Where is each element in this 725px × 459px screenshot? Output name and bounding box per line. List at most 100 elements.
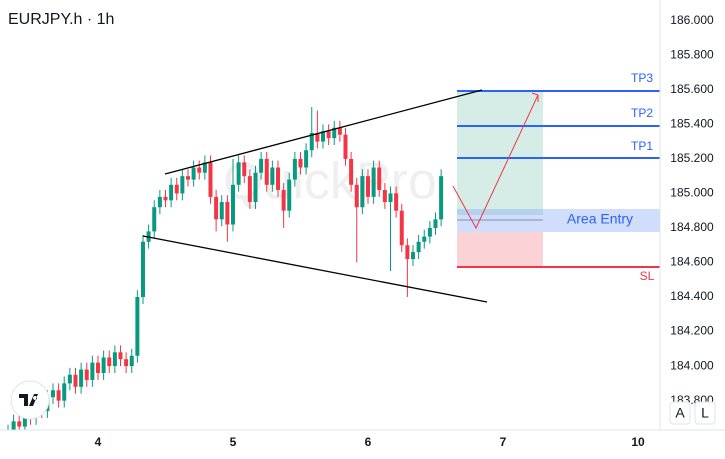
candle-body — [343, 134, 348, 159]
candle-body — [185, 176, 190, 180]
candle-body — [320, 131, 325, 142]
candle-body — [84, 369, 89, 380]
candle-body — [230, 184, 235, 225]
y-tick-label: 184.400 — [670, 289, 714, 303]
candle-body — [377, 167, 382, 190]
candle-body — [388, 193, 393, 203]
candle-body — [298, 158, 303, 168]
candle-body — [416, 241, 421, 253]
candle-body — [101, 357, 106, 374]
candle-body — [287, 179, 292, 211]
candle-body — [410, 252, 415, 260]
candle-body — [427, 227, 432, 237]
x-tick-label: 7 — [500, 435, 507, 449]
arrow-head — [531, 92, 539, 102]
candle-body — [326, 131, 331, 139]
candle-body — [180, 176, 185, 194]
candle-body — [174, 184, 179, 194]
auto-button[interactable] — [669, 401, 691, 425]
logo-mark — [19, 394, 38, 406]
y-tick-label: 185.400 — [670, 117, 714, 131]
y-tick-label: 184.000 — [670, 358, 714, 372]
area-entry-label: Area Entry — [567, 211, 633, 227]
candle-body — [360, 176, 365, 208]
candle-body — [332, 127, 337, 139]
trend-line-upper — [164, 89, 483, 175]
candle-body — [315, 132, 320, 142]
candle-body — [422, 236, 427, 242]
candle-body — [157, 196, 162, 208]
candle-body — [191, 167, 196, 180]
candle-body — [118, 352, 123, 360]
candle-body — [214, 196, 219, 220]
x-tick-label: 6 — [365, 435, 372, 449]
candle-body — [365, 176, 370, 197]
tp2-label: TP2 — [631, 106, 653, 120]
y-tick-label: 186.000 — [670, 13, 714, 27]
candle-body — [124, 359, 129, 367]
x-tick-label: 10 — [631, 435, 645, 449]
candle-body — [270, 167, 275, 185]
candle-body — [163, 196, 168, 201]
candle-body — [79, 369, 84, 387]
candle-body — [394, 193, 399, 211]
candle-body — [95, 362, 100, 374]
profit-zone — [457, 91, 543, 215]
projection-arrow — [452, 94, 539, 230]
y-tick-label: 185.800 — [670, 47, 714, 61]
candle-body — [349, 158, 354, 185]
candle-body — [304, 150, 309, 168]
logo — [10, 380, 50, 420]
tp3-label: TP3 — [631, 71, 653, 85]
trend-line-lower — [142, 235, 488, 303]
candle-body — [253, 172, 258, 203]
y-tick-label: 185.000 — [670, 186, 714, 200]
x-tick-label: 4 — [95, 435, 102, 449]
candle-body — [129, 355, 134, 367]
candle-body — [354, 184, 359, 208]
candle-body — [259, 158, 264, 173]
candle-body — [202, 162, 207, 173]
auto-button-label[interactable]: A — [675, 405, 685, 421]
candle-body — [208, 162, 213, 197]
y-tick-label: 184.600 — [670, 255, 714, 269]
candle-body — [242, 162, 247, 177]
candle-body — [405, 245, 410, 260]
y-tick-label: 184.200 — [670, 324, 714, 338]
candle-body — [399, 210, 404, 246]
candle-body — [382, 189, 387, 203]
candle-body — [90, 362, 95, 380]
candle-body — [197, 167, 202, 173]
entry-zone — [457, 209, 660, 232]
candle-body — [281, 189, 286, 211]
x-tick-label: 5 — [230, 435, 237, 449]
y-tick-label: 184.800 — [670, 220, 714, 234]
y-tick-label: 185.200 — [670, 151, 714, 165]
candle-body — [67, 374, 72, 384]
y-tick-label: 185.600 — [670, 82, 714, 96]
candle-body — [219, 202, 224, 220]
log-button[interactable] — [694, 401, 716, 425]
log-button-label[interactable]: L — [701, 405, 709, 421]
candle-body — [22, 414, 27, 427]
candle-body — [112, 352, 117, 367]
tp1-label: TP1 — [631, 139, 653, 153]
candle-body — [56, 390, 61, 401]
candle-body — [309, 132, 314, 151]
chart-title: EURJPY.h · 1h — [8, 11, 114, 28]
loss-zone — [457, 232, 543, 267]
candle-body — [11, 421, 16, 430]
candle-body — [371, 167, 376, 197]
candle-body — [247, 176, 252, 203]
candle-body — [236, 162, 241, 185]
watermark: QuickPro — [223, 153, 437, 211]
candle-body — [107, 357, 112, 367]
candle-body — [140, 241, 145, 298]
candle-body — [264, 158, 269, 185]
candle-body — [152, 207, 157, 232]
candle-body — [73, 374, 78, 387]
candle-body — [50, 390, 55, 398]
axes: 183.800184.000184.200184.400184.600184.8… — [95, 13, 714, 449]
candle-body — [225, 202, 230, 225]
